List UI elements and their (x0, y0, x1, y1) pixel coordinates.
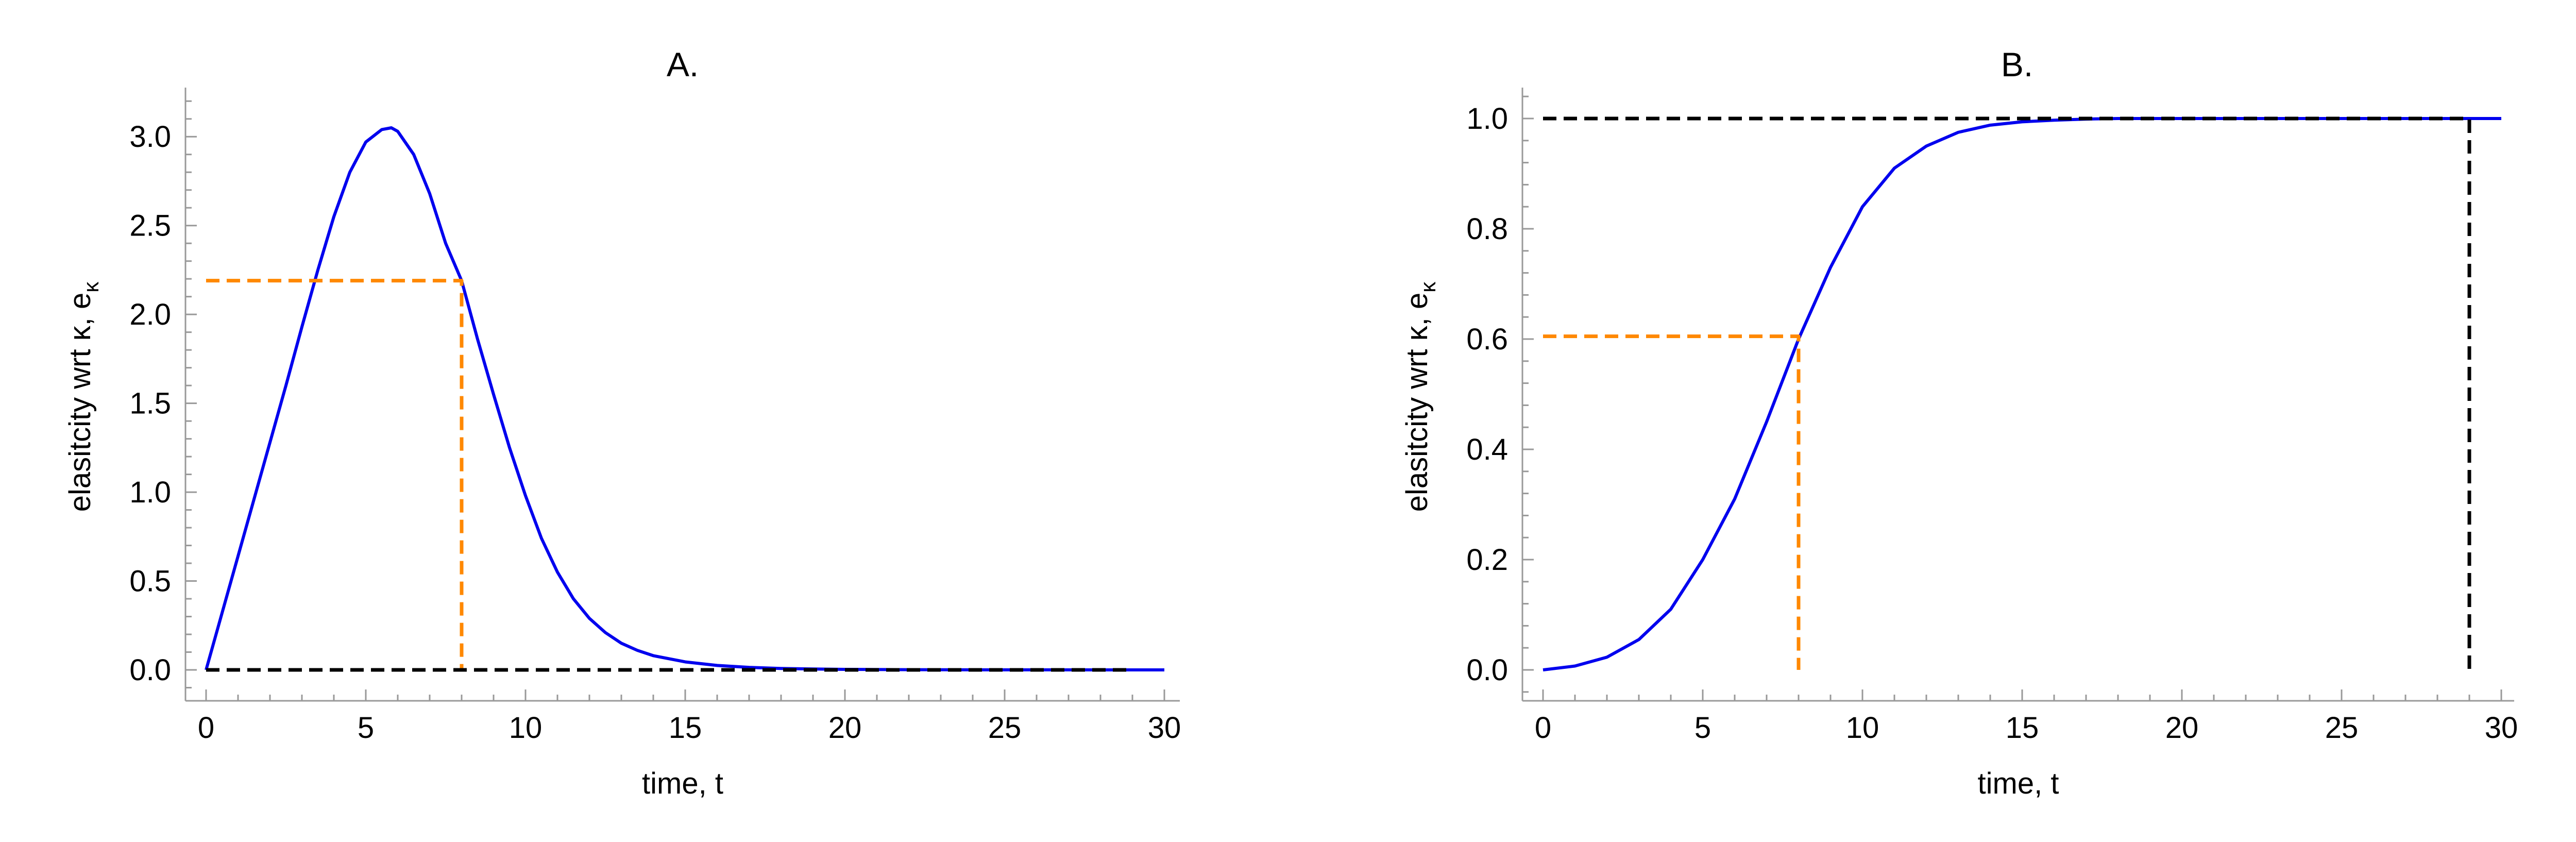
x-tick-label: 15 (2006, 711, 2039, 745)
y-tick-label: 0.6 (1466, 323, 1508, 356)
chart-title: A. (667, 45, 699, 83)
y-tick-label: 0.0 (129, 653, 171, 687)
x-axis-label: time, t (642, 767, 723, 800)
y-axis-label-e: e (1400, 293, 1434, 309)
y-tick-label: 3.0 (129, 120, 171, 154)
x-tick-label: 5 (1694, 711, 1711, 745)
y-tick-label: 0.8 (1466, 212, 1508, 246)
y-axis-label-subscript: κ (79, 281, 103, 293)
y-tick-label: 2.5 (129, 209, 171, 243)
elasticity-curve (205, 126, 1165, 671)
x-tick-label: 10 (509, 711, 543, 745)
x-tick-label: 20 (2165, 711, 2199, 745)
reference-line-black (1543, 116, 2471, 670)
y-tick-label: 0.5 (129, 565, 171, 598)
y-tick-label: 1.5 (129, 387, 171, 420)
y-tick-label: 2.0 (129, 298, 171, 331)
chart-panel-b: 0 5 10 15 20 25 30 0.0 0.2 0.4 0.6 0.8 1.0 B. time, t e… (1400, 45, 2518, 800)
x-tick-label: 10 (1846, 711, 1879, 745)
x-tick-label: 0 (198, 711, 214, 745)
reference-line-orange (1543, 334, 1801, 670)
x-tick-label: 30 (2485, 711, 2518, 745)
x-tick-label: 25 (988, 711, 1022, 745)
chart-title: B. (2001, 45, 2033, 83)
y-axis-label-subscript: κ (1416, 281, 1440, 293)
x-tick-label: 5 (358, 711, 374, 745)
x-tick-label: 25 (2325, 711, 2359, 745)
y-tick-label: 0.4 (1466, 433, 1508, 466)
x-tick-label: 20 (828, 711, 862, 745)
y-tick-label: 1.0 (1466, 102, 1508, 136)
x-tick-label: 30 (1148, 711, 1181, 745)
x-axis-label: time, t (1978, 767, 2059, 800)
chart-panel-a: 0 5 10 15 20 25 30 0.0 0.5 1.0 1.5 2.0 2.5 3.0 A. time,… (63, 45, 1181, 800)
y-axis-label-e: e (63, 293, 97, 309)
elasticity-curve (1543, 117, 2501, 671)
x-tick-label: 15 (669, 711, 702, 745)
y-tick-label: 0.2 (1466, 543, 1508, 577)
y-axis-label: elasitcity wrt κ, eκ (1400, 281, 1440, 512)
y-axis-label-main: elasitcity wrt κ, (1400, 309, 1434, 512)
reference-line-orange (206, 279, 464, 670)
y-tick-label: 1.0 (129, 476, 171, 509)
y-axis-label-main: elasitcity wrt κ, (63, 309, 97, 512)
y-tick-label: 0.0 (1466, 653, 1508, 687)
y-axis-label: elasitcity wrt κ, eκ (63, 281, 103, 512)
x-tick-label: 0 (1535, 711, 1551, 745)
